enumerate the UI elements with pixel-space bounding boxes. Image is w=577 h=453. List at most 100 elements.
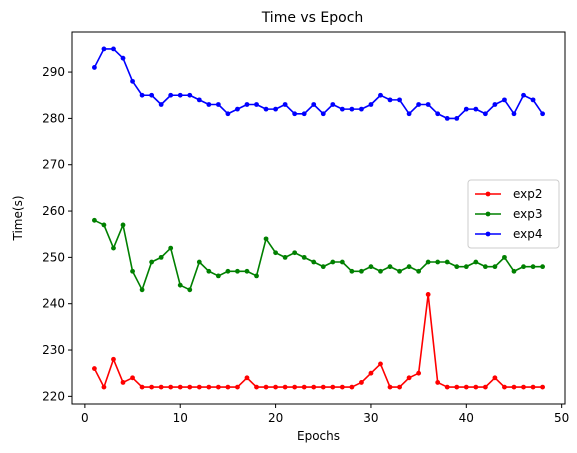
legend-label-exp2: exp2 <box>513 187 543 201</box>
data-point-exp2 <box>158 384 164 390</box>
legend-item-exp4: exp4 <box>475 227 543 241</box>
data-point-exp4 <box>502 97 507 103</box>
data-point-exp3 <box>330 259 336 265</box>
data-point-exp3 <box>235 268 240 274</box>
data-point-exp2 <box>206 384 212 390</box>
data-point-exp2 <box>454 384 460 390</box>
data-point-exp4 <box>339 106 345 112</box>
data-point-exp4 <box>454 116 460 121</box>
data-point-exp3 <box>416 268 422 274</box>
data-point-exp3 <box>206 268 212 274</box>
data-point-exp2 <box>492 375 498 381</box>
x-axis: 0 10 20 30 40 50 <box>81 404 569 425</box>
legend: exp2 exp3 exp4 <box>467 179 560 249</box>
data-point-exp4 <box>530 97 536 103</box>
data-point-exp4 <box>139 92 145 98</box>
data-point-exp4 <box>416 102 422 107</box>
legend-marker-exp3 <box>485 211 491 217</box>
data-point-exp2 <box>215 384 221 390</box>
data-point-exp2 <box>330 384 336 390</box>
data-point-exp2 <box>130 375 135 381</box>
data-point-exp3 <box>149 259 155 265</box>
data-point-exp4 <box>101 46 107 52</box>
data-point-exp3 <box>435 259 441 265</box>
data-point-exp3 <box>473 259 479 265</box>
data-point-exp4 <box>540 111 545 117</box>
data-point-exp4 <box>482 111 488 117</box>
data-point-exp3 <box>177 282 183 288</box>
data-point-exp3 <box>101 222 107 228</box>
x-tick-label: 0 <box>81 411 89 425</box>
data-point-exp3 <box>406 264 412 270</box>
data-point-exp3 <box>425 259 431 265</box>
data-point-exp4 <box>349 106 355 112</box>
data-point-exp3 <box>254 273 259 279</box>
data-point-exp4 <box>92 65 97 70</box>
data-point-exp2 <box>149 384 155 390</box>
data-point-exp2 <box>540 384 545 390</box>
data-point-exp2 <box>168 384 174 390</box>
data-point-exp3 <box>292 250 298 256</box>
x-tick-label: 50 <box>554 411 569 425</box>
data-point-exp4 <box>177 92 183 98</box>
data-point-exp2 <box>263 384 269 390</box>
data-point-exp2 <box>406 375 412 381</box>
data-point-exp4 <box>149 92 155 98</box>
data-point-exp2 <box>292 384 298 390</box>
data-point-exp2 <box>425 292 431 297</box>
data-point-exp4 <box>244 102 250 107</box>
data-point-exp3 <box>359 268 364 274</box>
data-point-exp4 <box>196 97 202 103</box>
data-point-exp2 <box>244 375 250 381</box>
data-point-exp2 <box>311 384 317 390</box>
data-point-exp4 <box>273 106 278 112</box>
y-axis-title: Time(s) <box>11 196 25 242</box>
data-point-exp3 <box>215 273 221 279</box>
legend-label-exp4: exp4 <box>513 227 543 241</box>
data-point-exp4 <box>187 92 193 98</box>
data-point-exp2 <box>177 384 183 390</box>
data-point-exp3 <box>540 264 545 270</box>
data-point-exp2 <box>339 384 345 390</box>
data-point-exp2 <box>502 384 507 390</box>
data-point-exp4 <box>444 116 450 121</box>
y-axis: 220 230 240 250 260 270 280 290 <box>42 65 72 403</box>
data-point-exp2 <box>473 384 479 390</box>
data-point-exp2 <box>397 384 402 390</box>
data-point-exp2 <box>273 384 278 390</box>
data-point-exp4 <box>492 102 498 107</box>
data-point-exp3 <box>482 264 488 270</box>
data-point-exp4 <box>254 102 259 107</box>
data-point-exp2 <box>378 361 383 367</box>
data-point-exp4 <box>311 102 317 107</box>
data-point-exp2 <box>416 370 422 376</box>
data-point-exp4 <box>330 102 336 107</box>
data-point-exp2 <box>444 384 450 390</box>
data-point-exp4 <box>397 97 402 103</box>
data-point-exp3 <box>244 268 250 274</box>
data-point-exp2 <box>139 384 145 390</box>
plot-frame <box>71 31 566 405</box>
data-point-exp4 <box>235 106 240 112</box>
data-point-exp2 <box>463 384 469 390</box>
data-point-exp3 <box>339 259 345 265</box>
data-point-exp3 <box>111 245 116 251</box>
legend-box <box>467 179 560 249</box>
y-tick-label: 250 <box>42 250 65 264</box>
legend-item-exp3: exp3 <box>475 207 543 221</box>
data-point-exp3 <box>444 259 450 265</box>
data-point-exp4 <box>359 106 364 112</box>
data-point-exp3 <box>158 254 164 260</box>
data-point-exp3 <box>130 268 135 274</box>
data-point-exp3 <box>225 268 231 274</box>
data-point-exp4 <box>473 106 479 112</box>
data-point-exp3 <box>378 268 383 274</box>
data-point-exp2 <box>435 380 441 385</box>
legend-item-exp2: exp2 <box>475 187 543 201</box>
data-point-exp3 <box>368 264 374 270</box>
data-point-exp4 <box>206 102 212 107</box>
data-point-exp3 <box>282 254 288 260</box>
data-point-exp4 <box>387 97 393 103</box>
data-point-exp4 <box>225 111 231 117</box>
y-tick-label: 260 <box>42 204 65 218</box>
